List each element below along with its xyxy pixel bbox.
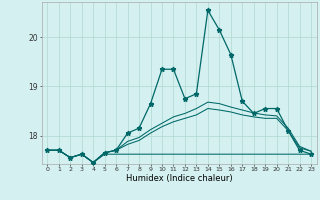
X-axis label: Humidex (Indice chaleur): Humidex (Indice chaleur) <box>126 174 233 183</box>
